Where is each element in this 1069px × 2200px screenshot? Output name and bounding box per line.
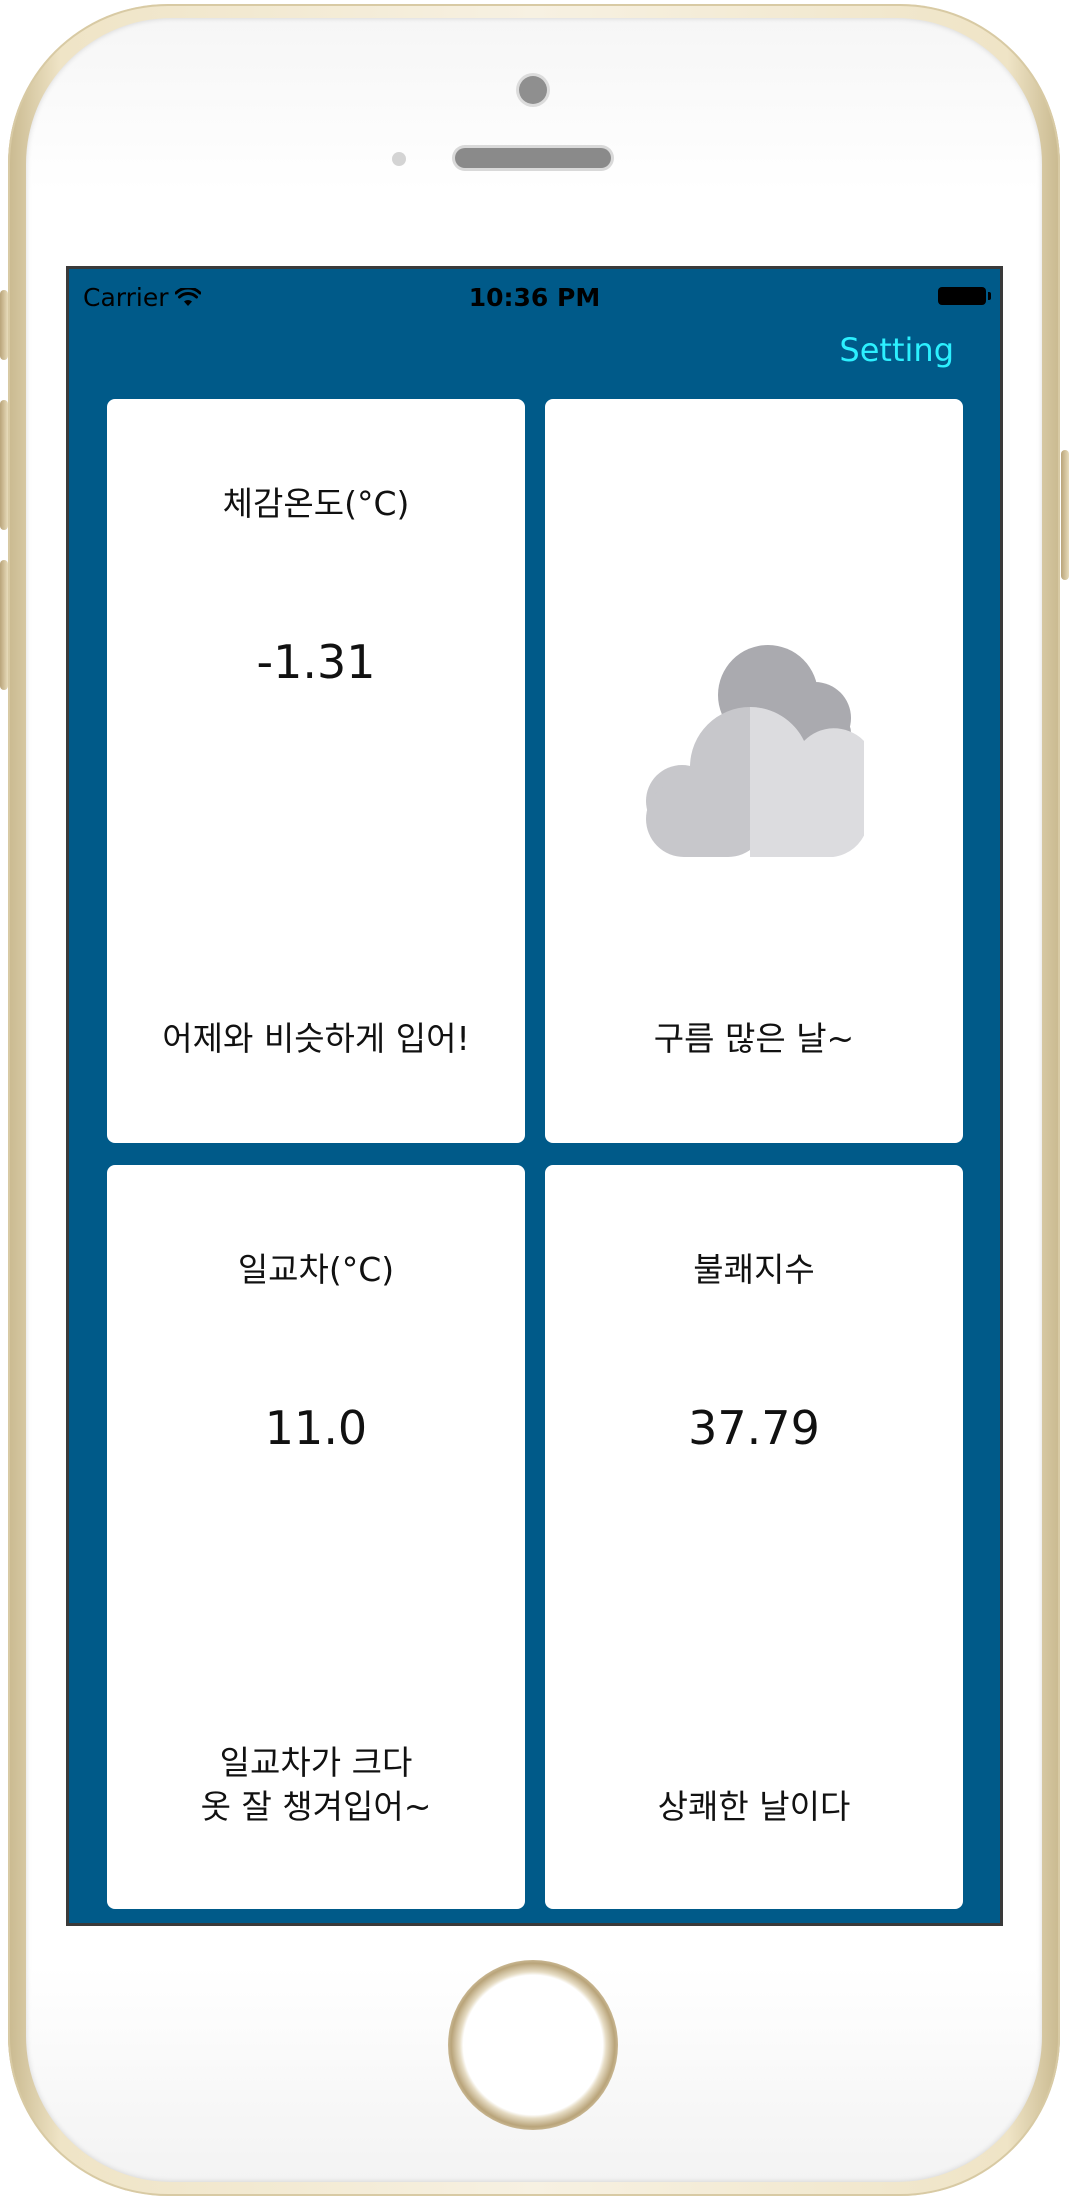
earpiece-speaker [455, 148, 611, 168]
temp-range-title: 일교차(°C) [237, 1250, 395, 1289]
status-bar: Carrier 10:36 PM [69, 269, 1000, 325]
front-cloud [646, 707, 864, 857]
battery-icon [938, 287, 991, 305]
feels-like-value: -1.31 [256, 635, 376, 689]
status-time: 10:36 PM [468, 283, 601, 312]
setting-button[interactable]: Setting [839, 331, 954, 369]
home-button[interactable] [448, 1960, 618, 2130]
carrier-indicator: Carrier [83, 283, 201, 312]
feels-like-title: 체감온도(°C) [222, 484, 410, 523]
feels-like-card[interactable]: 체감온도(°C) -1.31 어제와 비슷하게 입어! [107, 399, 525, 1143]
proximity-sensor [392, 152, 406, 166]
cloudy-icon [646, 645, 864, 857]
weather-card[interactable]: 구름 많은 날~ [545, 399, 963, 1143]
temp-range-card[interactable]: 일교차(°C) 11.0 일교차가 크다 옷 잘 챙겨입어~ [107, 1165, 525, 1909]
feels-like-message: 어제와 비슷하게 입어! [162, 1019, 470, 1058]
mute-switch [0, 290, 8, 360]
discomfort-value: 37.79 [688, 1401, 820, 1455]
discomfort-card[interactable]: 불쾌지수 37.79 상쾌한 날이다 [545, 1165, 963, 1909]
carrier-label: Carrier [83, 283, 169, 312]
temp-range-message: 일교차가 크다 옷 잘 챙겨입어~ [200, 1743, 432, 1826]
volume-down-button [0, 560, 8, 690]
wifi-icon [174, 287, 201, 306]
discomfort-message: 상쾌한 날이다 [657, 1787, 851, 1826]
weather-message: 구름 많은 날~ [653, 1019, 855, 1058]
front-camera [519, 76, 547, 104]
discomfort-title: 불쾌지수 [693, 1250, 815, 1289]
power-button [1061, 450, 1069, 580]
temp-range-value: 11.0 [264, 1401, 368, 1455]
app-screen: Carrier 10:36 PM Setting 체감온도(°C) -1.31 … [66, 266, 1003, 1926]
volume-up-button [0, 400, 8, 530]
